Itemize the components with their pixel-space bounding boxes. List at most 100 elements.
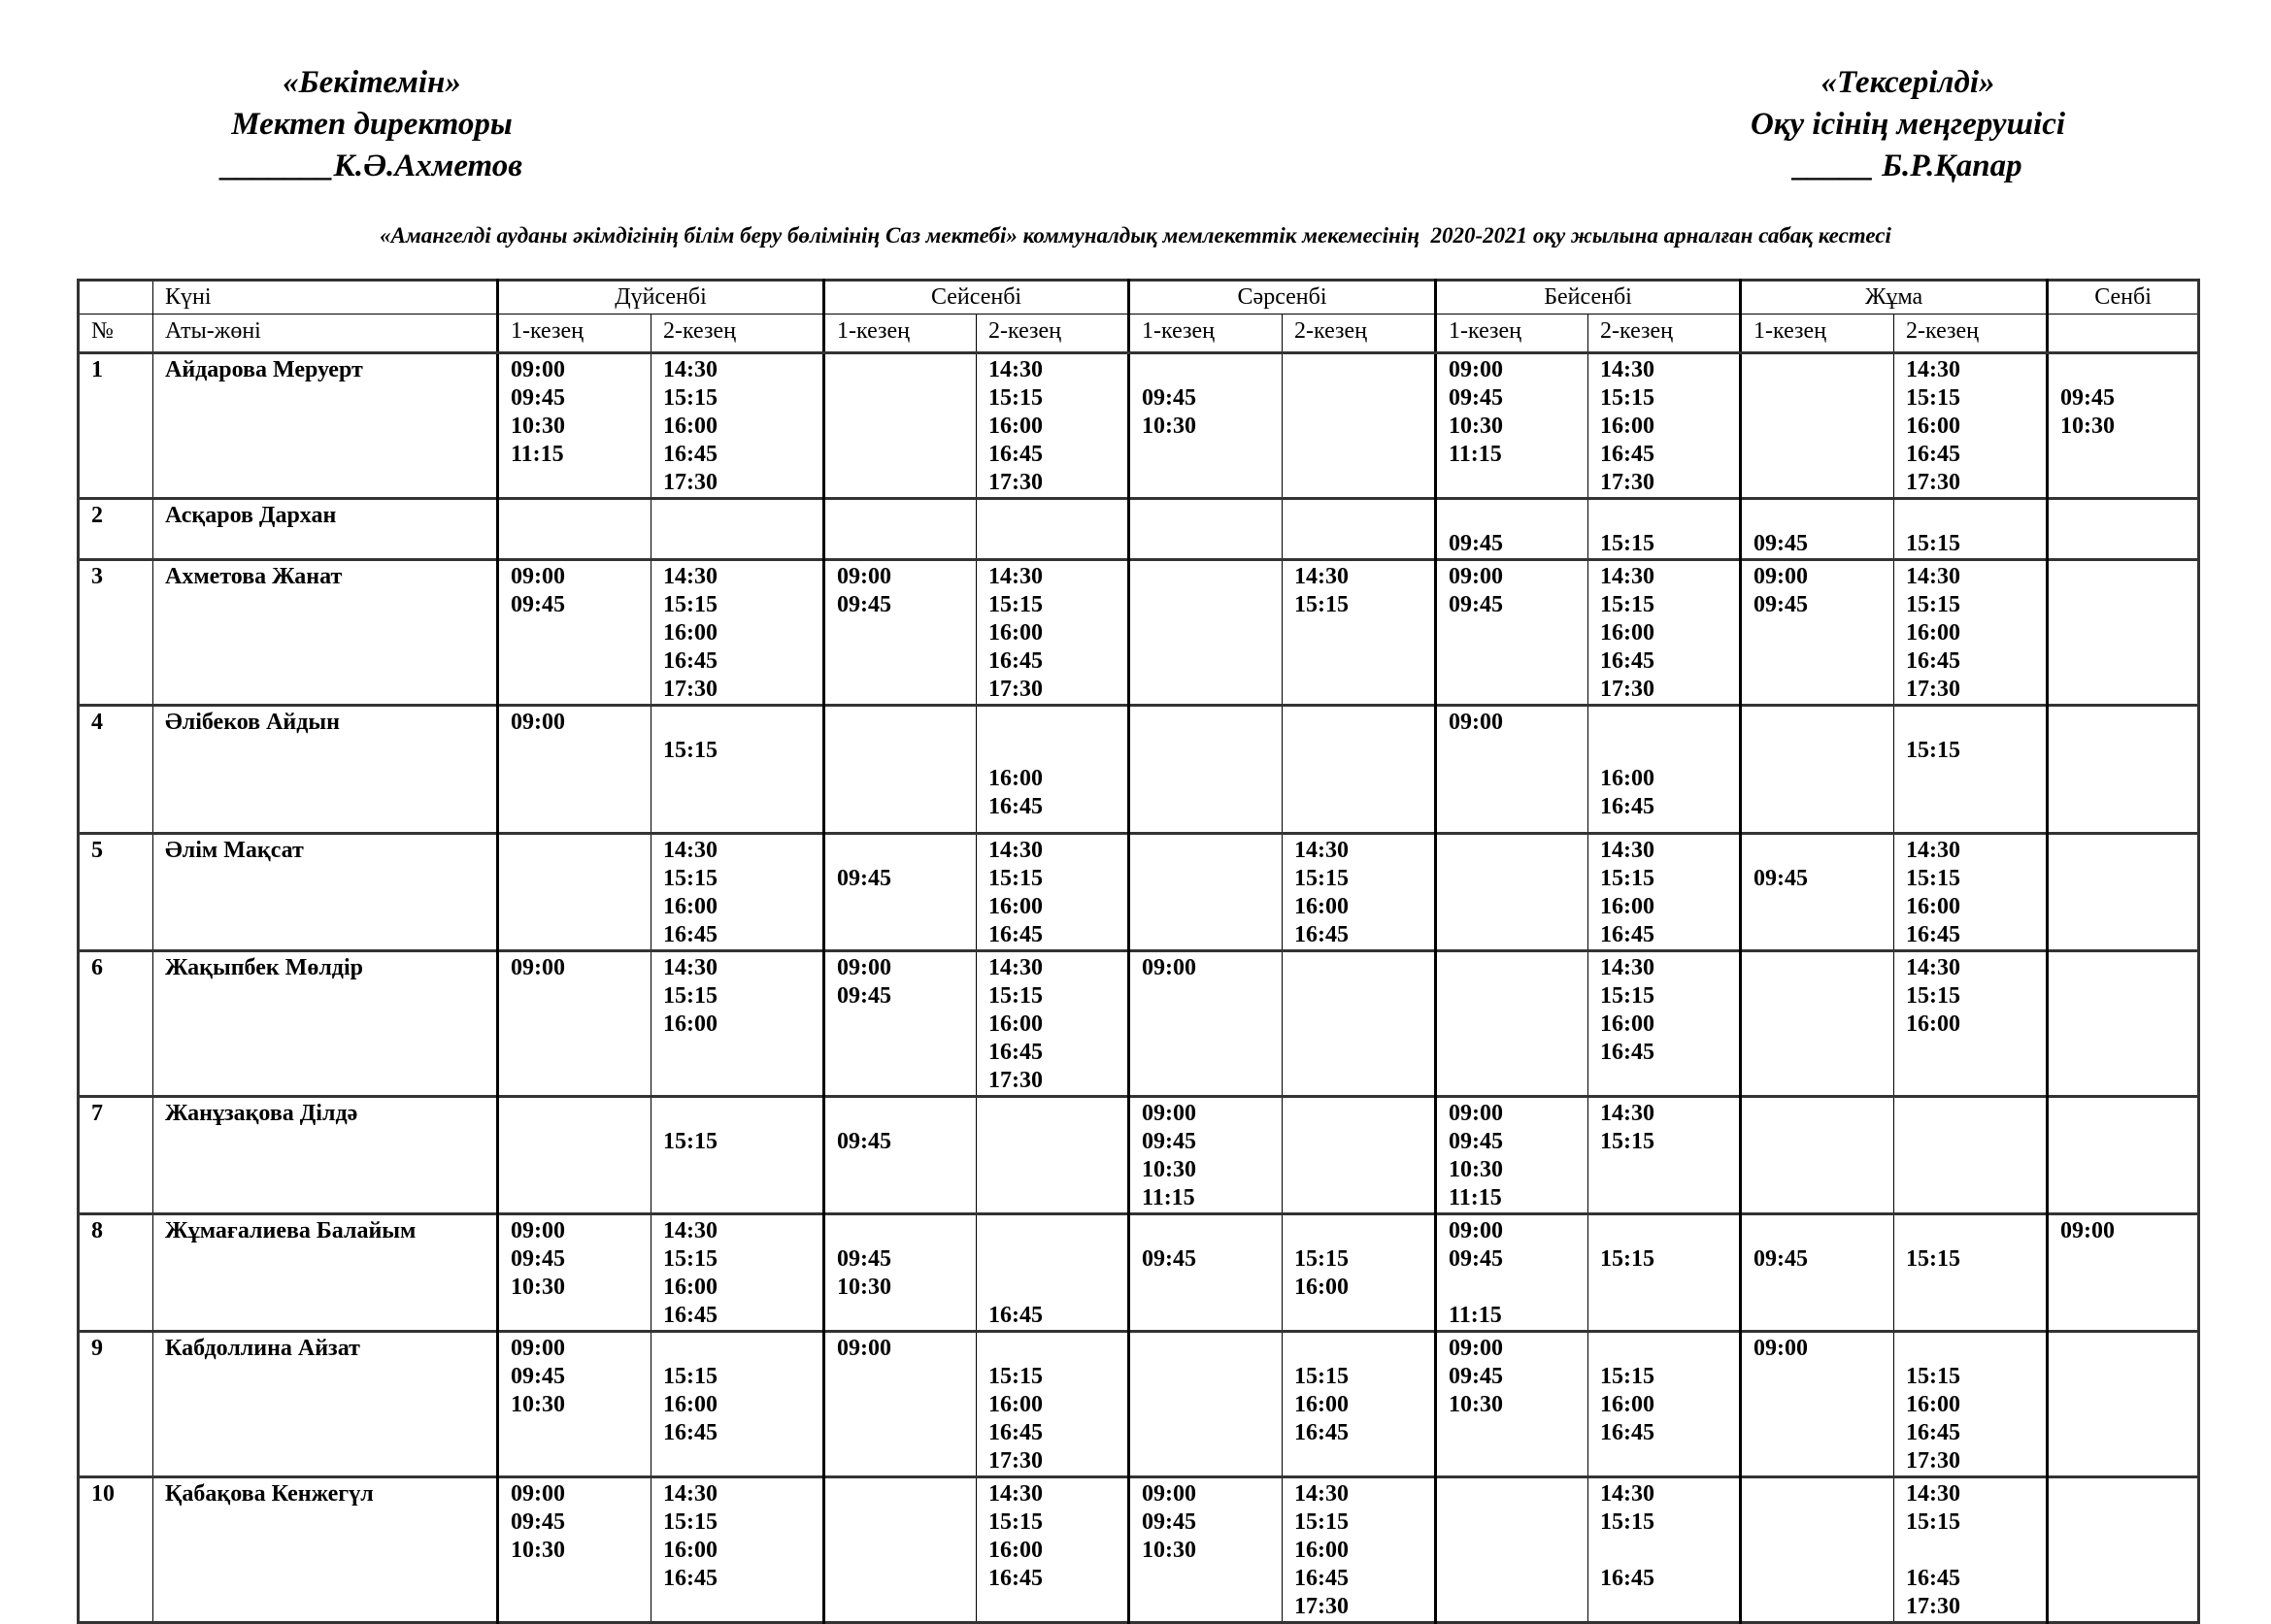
lesson-time: 16:00 <box>663 1275 718 1300</box>
lesson-time: 17:30 <box>988 1068 1044 1093</box>
lesson-time: 09:00 <box>511 1481 565 1507</box>
lesson-time: 16:45 <box>663 1303 718 1328</box>
lesson-time: 09:45 <box>1449 385 1504 411</box>
lesson-time: 10:30 <box>511 1275 565 1300</box>
lesson-time: 09:45 <box>837 866 892 891</box>
lesson-time: 16:45 <box>1600 1566 1655 1591</box>
lesson-time <box>1449 1274 1587 1302</box>
schedule-cell-monday-period-2: 15:15 <box>650 704 825 834</box>
lesson-time <box>663 709 822 737</box>
schedule-cell-friday-period-1 <box>1739 351 1895 499</box>
lesson-time: 10:30 <box>511 414 565 439</box>
lesson-time <box>1600 737 1739 765</box>
lesson-time: 09:00 <box>511 357 565 382</box>
lesson-time: 15:15 <box>663 1509 718 1535</box>
lesson-time: 15:15 <box>663 866 718 891</box>
lesson-time: 16:45 <box>1294 1420 1350 1445</box>
schedule-cell-monday-period-1: 09:00 09:45 10:30 <box>496 1212 651 1332</box>
schedule-cell-monday-period-2: 14:30 15:15 16:00 16:45 <box>650 1212 825 1332</box>
lesson-time: 09:45 <box>1142 1509 1197 1535</box>
lesson-time: 17:30 <box>988 677 1044 702</box>
lesson-time: 09:45 <box>1449 592 1504 617</box>
schedule-cell-tuesday-period-1: 09:45 10:30 <box>822 1212 978 1332</box>
schedule-cell-wednesday-period-2: 15:15 16:00 16:45 <box>1282 1330 1437 1477</box>
lesson-time <box>1142 1217 1282 1245</box>
lesson-time: 09:45 <box>1753 866 1809 891</box>
header-day-wednesday: Сәрсенбі <box>1127 280 1437 315</box>
lesson-time: 16:00 <box>1294 1275 1350 1300</box>
schedule-cell-wednesday-period-1 <box>1127 497 1284 560</box>
lesson-time: 10:30 <box>511 1392 565 1417</box>
lesson-time: 09:45 <box>511 1364 565 1389</box>
lesson-time: 16:00 <box>663 414 718 439</box>
lesson-time: 16:00 <box>663 620 718 646</box>
lesson-time: 17:30 <box>1600 677 1655 702</box>
lesson-time: 15:15 <box>1600 1364 1655 1389</box>
lesson-time: 14:30 <box>1600 564 1655 589</box>
teacher-name: Жанұзақова Ділдә <box>152 1095 498 1214</box>
schedule-cell-wednesday-period-2 <box>1282 1095 1437 1214</box>
lesson-time: 15:15 <box>1906 866 1961 891</box>
lesson-time: 16:00 <box>1600 414 1655 439</box>
lesson-time: 16:00 <box>663 1392 718 1417</box>
lesson-time: 09:45 <box>837 592 892 617</box>
schedule-cell-tuesday-period-2: 16:00 16:45 <box>976 704 1130 834</box>
lesson-time <box>988 1245 1127 1274</box>
lesson-time: 09:45 <box>837 1246 892 1272</box>
lesson-time: 15:15 <box>988 385 1044 411</box>
schedule-cell-tuesday-period-1: 09:00 <box>822 1330 978 1477</box>
lesson-time <box>1600 1537 1739 1565</box>
lesson-time: 09:00 <box>1753 1336 1809 1361</box>
lesson-time: 14:30 <box>1906 838 1961 863</box>
schedule-cell-monday-period-2 <box>650 497 825 560</box>
row-number: 5 <box>78 832 153 951</box>
schedule-cell-monday-period-2: 14:30 15:15 16:00 16:45 <box>650 832 825 951</box>
schedule-cell-tuesday-period-2: 14:30 15:15 16:00 16:45 17:30 <box>976 351 1130 499</box>
lesson-time: 16:00 <box>988 1392 1044 1417</box>
lesson-time <box>1600 709 1739 737</box>
lesson-time: 15:15 <box>1600 1509 1655 1535</box>
schedule-cell-monday-period-2: 14:30 15:15 16:00 <box>650 949 825 1097</box>
lesson-time: 16:45 <box>1600 922 1655 947</box>
lesson-time: 16:00 <box>988 894 1044 919</box>
lesson-time: 15:15 <box>1906 1246 1961 1272</box>
approval-position: Оқу ісінің меңгерушісі <box>1750 107 2066 142</box>
teacher-name: Әлібеков Айдын <box>152 704 498 834</box>
lesson-time: 10:30 <box>1142 1157 1197 1182</box>
lesson-time: 15:15 <box>988 1364 1044 1389</box>
lesson-time: 14:30 <box>1600 955 1655 980</box>
document-title: «Амангелді ауданы әкімдігінің білім беру… <box>380 223 1891 248</box>
lesson-time: 09:45 <box>837 1129 892 1154</box>
lesson-time: 09:45 <box>511 1246 565 1272</box>
schedule-cell-friday-period-2: 15:15 <box>1893 1212 2049 1332</box>
lesson-time: 16:00 <box>1600 1011 1655 1037</box>
lesson-time: 10:30 <box>2060 414 2116 439</box>
lesson-time: 09:00 <box>1449 357 1504 382</box>
lesson-time: 15:15 <box>1294 866 1350 891</box>
schedule-cell-wednesday-period-2 <box>1282 351 1437 499</box>
schedule-cell-wednesday-period-1: 09:45 10:30 <box>1127 351 1284 499</box>
schedule-cell-monday-period-1: 09:00 09:45 10:30 <box>496 1330 651 1477</box>
lesson-time: 09:00 <box>511 1218 565 1243</box>
lesson-time: 10:30 <box>511 1538 565 1563</box>
lesson-time: 14:30 <box>1600 1101 1655 1126</box>
schedule-cell-monday-period-1 <box>496 832 651 951</box>
header-period-2: 2-кезең <box>1282 314 1437 354</box>
schedule-cell-saturday-period-1: 09:00 <box>2046 1212 2200 1332</box>
lesson-time: 16:45 <box>988 1303 1044 1328</box>
lesson-time: 11:15 <box>1449 1185 1502 1210</box>
lesson-time <box>1753 1217 1893 1245</box>
schedule-cell-tuesday-period-2 <box>976 497 1130 560</box>
lesson-time: 10:30 <box>1142 1538 1197 1563</box>
header-period-2: 2-кезең <box>650 314 825 354</box>
schedule-cell-monday-period-1 <box>496 1095 651 1214</box>
approval-heading: «Тексерілді» <box>1820 65 1995 100</box>
lesson-time: 09:45 <box>1449 531 1504 556</box>
schedule-cell-friday-period-1: 09:45 <box>1739 497 1895 560</box>
schedule-cell-thursday-period-2: 14:30 15:15 16:00 16:45 17:30 <box>1587 351 1742 499</box>
header-row-days: Күні Дүйсенбі Сейсенбі Сәрсенбі Бейсенбі Жұма… <box>78 280 2200 315</box>
lesson-time: 16:00 <box>1906 894 1961 919</box>
lesson-time: 16:00 <box>1600 766 1655 791</box>
lesson-time: 16:45 <box>1906 922 1961 947</box>
header-day-friday: Жұма <box>1739 280 2049 315</box>
